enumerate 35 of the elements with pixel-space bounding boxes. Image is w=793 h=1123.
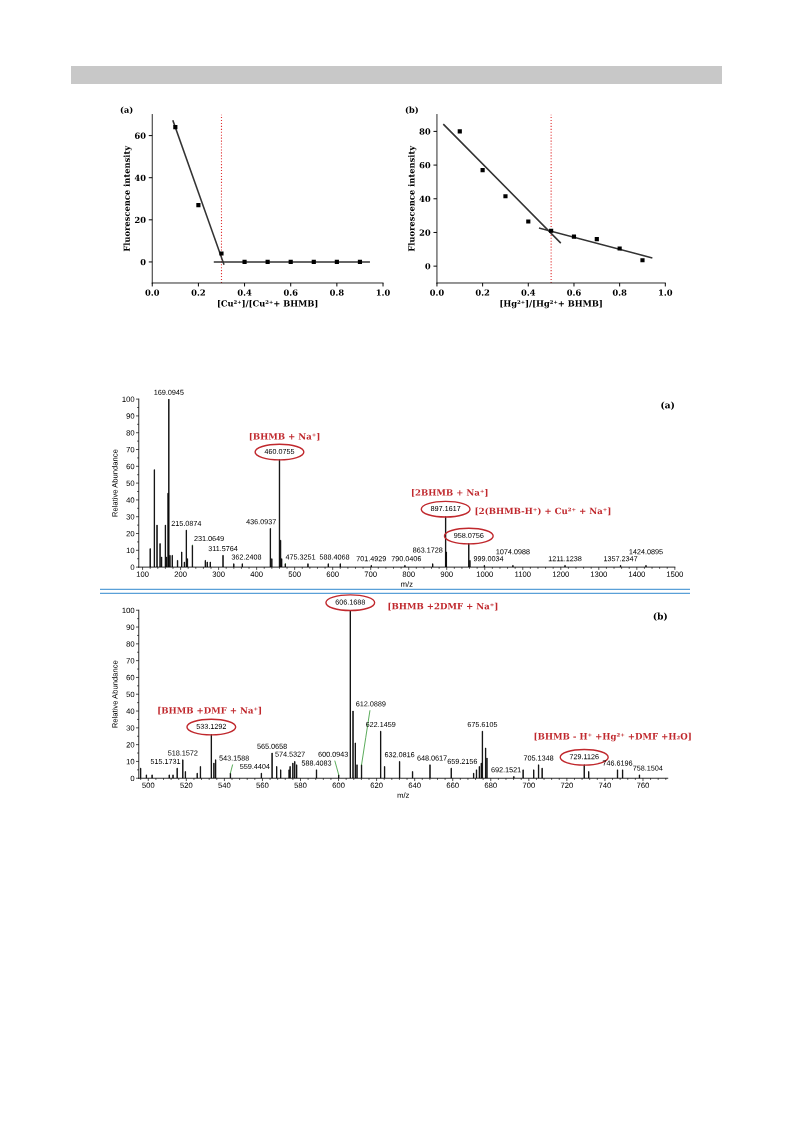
annotation: [BHMB - H⁺ +Hg²⁺ +DMF +H₂O] — [534, 732, 691, 742]
x-tick-label: 0.2 — [475, 289, 490, 296]
x-tick-label: 0.4 — [237, 289, 252, 296]
y-tick-label: 40 — [419, 195, 431, 203]
annotation: [BHMB +2DMF + Na⁺] — [388, 602, 498, 611]
x-tick-label: 0.0 — [430, 289, 444, 296]
x-tick-label: 1.0 — [376, 289, 390, 296]
x-tick-label: 0.2 — [191, 289, 205, 296]
annotation: [2(BHMB-H⁺) + Cu²⁺ + Na⁺] — [475, 507, 611, 516]
y-tick-label: 0 — [140, 258, 146, 266]
y-tick-label: 60 — [419, 162, 431, 169]
x-tick-label: 1.0 — [659, 289, 673, 296]
y-tick-label: 20 — [134, 216, 146, 224]
chart-title: (a) — [661, 401, 674, 410]
x-axis-title: [Cu²⁺]/[Cu²⁺+ BHMB] — [218, 300, 318, 308]
x-tick-label: 0.8 — [330, 289, 344, 296]
annotation: [BHMB +DMF + Na⁺] — [158, 706, 262, 715]
annotation: [2BHMB + Na⁺] — [411, 489, 488, 497]
chart-title: (a) — [120, 106, 133, 115]
x-tick-label: 0.6 — [567, 289, 581, 296]
y-axis-title: Fluorescence intensity — [408, 145, 417, 252]
chart-title: (b) — [653, 612, 667, 621]
x-tick-label: 0.8 — [612, 289, 627, 296]
x-tick-label: 0.6 — [283, 289, 298, 296]
chart-title: (b) — [405, 106, 418, 115]
y-tick-label: 0 — [425, 263, 431, 270]
y-tick-label: 40 — [134, 174, 146, 181]
annotation: [BHMB + Na⁺] — [249, 432, 320, 441]
y-tick-label: 20 — [419, 229, 431, 236]
y-tick-label: 60 — [134, 132, 146, 139]
x-tick-label: 0.0 — [145, 289, 160, 296]
x-axis-title: [Hg²⁺]/[Hg²⁺+ BHMB] — [500, 300, 602, 309]
x-tick-label: 0.4 — [521, 289, 536, 296]
y-tick-label: 80 — [419, 128, 431, 135]
y-axis-title: Fluorescence intensity — [123, 145, 132, 252]
